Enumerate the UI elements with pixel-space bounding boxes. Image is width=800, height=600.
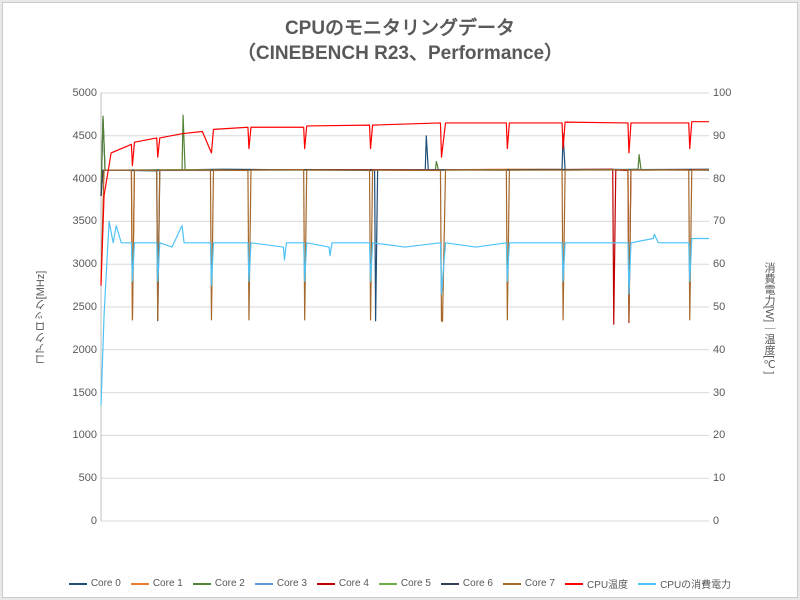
legend-swatch [131,583,149,585]
legend-label: Core 7 [525,578,555,589]
series-Core 2 [101,115,709,195]
legend-item: Core 4 [317,576,369,591]
legend-item: Core 3 [255,576,307,591]
legend-swatch [441,583,459,585]
legend-item: Core 0 [69,576,121,591]
legend-label: Core 5 [401,578,431,589]
series-CPUの消費電力 [101,221,709,405]
legend-item: CPUの消費電力 [638,576,731,591]
legend-label: Core 1 [153,578,183,589]
legend-item: Core 6 [441,576,493,591]
series-CPU温度 [101,122,709,286]
legend-item: Core 5 [379,576,431,591]
title-line-2: （CINEBENCH R23、Performance） [3,42,797,67]
legend-swatch [193,583,211,585]
legend-label: Core 2 [215,578,245,589]
chart-title: CPUのモニタリングデータ （CINEBENCH R23、Performance… [3,3,797,66]
title-line-1: CPUのモニタリングデータ [3,17,797,42]
legend-label: Core 4 [339,578,369,589]
series-Core 5 [101,170,709,196]
legend-item: CPU温度 [565,576,628,591]
legend-swatch [503,583,521,585]
legend-swatch [255,583,273,585]
legend-swatch [379,583,397,585]
legend-label: Core 3 [277,578,307,589]
legend-swatch [565,583,583,585]
legend-item: Core 1 [131,576,183,591]
legend: Core 0 Core 1 Core 2 Core 3 Core 4 Core 5 Core… [3,576,797,591]
legend-label: CPU温度 [587,576,628,591]
plot-region [101,93,709,521]
y1-ticks: 0500100015002000250030003500400045005000 [61,93,97,521]
legend-item: Core 7 [503,576,555,591]
series-Core 6 [101,170,709,196]
series-Core 7 [101,170,709,322]
legend-item: Core 2 [193,576,245,591]
legend-swatch [638,583,656,585]
series-Core 3 [101,169,709,196]
legend-label: Core 6 [463,578,493,589]
y2-axis-label: 消費電力[W]｜温度[℃] [761,262,777,375]
chart-area: コアクロック[MHz] 消費電力[W]｜温度[℃] 05001000150020… [61,93,749,543]
series-Core 1 [101,169,709,320]
y2-ticks: 0102030405060708090100 [713,93,749,521]
legend-label: CPUの消費電力 [660,576,731,591]
chart-frame: CPUのモニタリングデータ （CINEBENCH R23、Performance… [2,2,798,598]
legend-swatch [69,583,87,585]
chart-svg [101,93,709,521]
series-Core 0 [101,119,709,321]
legend-label: Core 0 [91,578,121,589]
legend-swatch [317,583,335,585]
y1-axis-label: コアクロック[MHz] [33,271,49,366]
